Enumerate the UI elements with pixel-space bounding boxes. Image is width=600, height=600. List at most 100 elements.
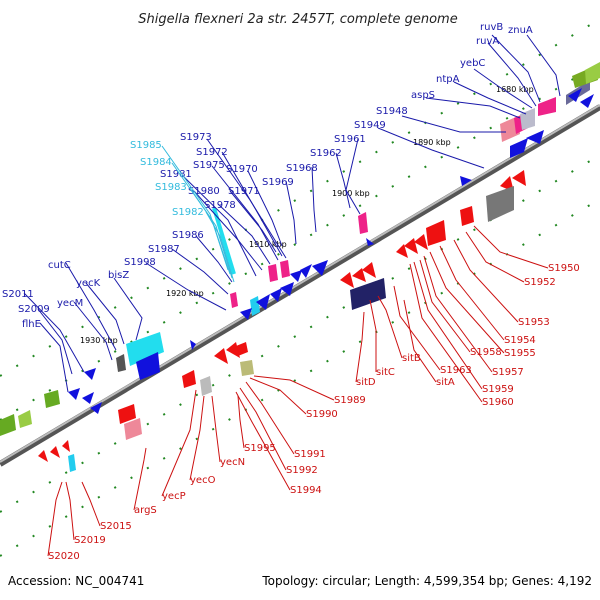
gene-arrow bbox=[526, 130, 544, 144]
gene-label: argS bbox=[134, 505, 157, 516]
gene-block bbox=[240, 360, 254, 376]
gene-label: S1961 bbox=[334, 134, 366, 145]
gene-label: S1981 bbox=[160, 169, 192, 180]
gene-label: S1973 bbox=[180, 132, 212, 143]
gene-label: S1958 bbox=[470, 347, 502, 358]
gene-block bbox=[118, 404, 136, 424]
gene-arrow bbox=[190, 340, 196, 350]
gene-arrow bbox=[50, 446, 60, 458]
gene-block bbox=[200, 376, 212, 396]
gene-label: yecK bbox=[76, 278, 101, 289]
gene-label: yecO bbox=[190, 475, 216, 486]
gene-label: S1968 bbox=[286, 163, 318, 174]
gene-label: S1962 bbox=[310, 148, 342, 159]
gene-label: S1970 bbox=[226, 164, 258, 175]
gene-arrow bbox=[136, 352, 160, 380]
gene-arrow bbox=[414, 234, 428, 250]
gene-label: S2019 bbox=[74, 535, 106, 546]
gene-arrow bbox=[580, 94, 594, 108]
gene-arrow bbox=[352, 268, 366, 282]
gene-arrow bbox=[82, 392, 94, 404]
gene-label: aspS bbox=[411, 90, 435, 101]
gene-arrow bbox=[270, 288, 282, 302]
gene-label: S1954 bbox=[504, 335, 536, 346]
gene-arrow bbox=[84, 368, 96, 380]
gene-arrow bbox=[300, 264, 312, 278]
gene-arrow bbox=[396, 244, 408, 258]
gene-label: bisZ bbox=[108, 270, 129, 281]
gene-arrow bbox=[280, 282, 294, 296]
gene-label: S1983 bbox=[155, 182, 187, 193]
gene-block bbox=[212, 207, 236, 275]
gene-label: S1978 bbox=[204, 200, 236, 211]
gene-block bbox=[18, 410, 32, 428]
gene-block bbox=[124, 418, 142, 440]
gene-label: S1952 bbox=[524, 277, 556, 288]
gene-label: S1984 bbox=[140, 157, 172, 168]
gene-block bbox=[350, 278, 386, 310]
gene-label: S1989 bbox=[334, 395, 366, 406]
gene-arrow bbox=[340, 272, 354, 288]
gene-block bbox=[250, 296, 260, 316]
upper-features bbox=[0, 62, 600, 436]
gene-label: S1963 bbox=[440, 365, 472, 376]
gene-arrow bbox=[240, 308, 252, 320]
gene-block bbox=[44, 390, 60, 408]
gene-block bbox=[268, 264, 278, 282]
gene-label: S1982 bbox=[172, 207, 204, 218]
gene-label: S1992 bbox=[286, 465, 318, 476]
gene-block bbox=[230, 292, 238, 308]
gene-label: ruvA bbox=[476, 36, 499, 47]
lower-labels: S1950 S1952 S1953 S1954 S1955 S1957 S195… bbox=[47, 225, 580, 562]
gene-label: S1998 bbox=[124, 257, 156, 268]
gene-label: S1991 bbox=[294, 449, 326, 460]
gene-block bbox=[538, 97, 556, 116]
gene-label: S1950 bbox=[548, 263, 580, 274]
gene-arrow bbox=[512, 170, 526, 186]
cyan-labels: S1985 S1984 S1983 S1982 bbox=[130, 140, 235, 283]
gene-label bbox=[23, 34, 561, 393]
kbp-mark: 1920 kbp bbox=[166, 289, 204, 298]
gene-label: S1960 bbox=[482, 397, 514, 408]
gene-label: S1987 bbox=[148, 244, 180, 255]
gene-block bbox=[68, 454, 76, 472]
gene-arrow bbox=[68, 388, 80, 400]
gene-label: S2009 bbox=[18, 304, 50, 315]
gene-label: S1986 bbox=[172, 230, 204, 241]
gene-arrow bbox=[38, 450, 48, 462]
kbp-mark: 1680 kbp bbox=[496, 85, 534, 94]
gene-block bbox=[182, 370, 196, 388]
gene-arrow bbox=[90, 402, 102, 414]
gene-block bbox=[126, 332, 164, 366]
gene-label: yecM bbox=[57, 298, 83, 309]
accession-text: Accession: NC_004741 bbox=[8, 574, 144, 588]
gene-label: yebC bbox=[460, 58, 485, 69]
gene-label: yecP bbox=[162, 491, 186, 502]
gene-label: S1957 bbox=[492, 367, 524, 378]
kbp-mark: 1910 kbp bbox=[249, 240, 287, 249]
topology-text: Topology: circular; Length: 4,599,354 bp… bbox=[261, 574, 592, 588]
gene-label: ruvB bbox=[480, 22, 503, 33]
gene-arrow bbox=[460, 176, 472, 186]
gene-label: S1994 bbox=[290, 485, 322, 496]
gene-label: ntpA bbox=[436, 74, 460, 85]
gene-label: S1985 bbox=[130, 140, 162, 151]
gene-label: S1972 bbox=[196, 147, 228, 158]
gene-arrow bbox=[312, 260, 328, 276]
gene-label: S2011 bbox=[2, 289, 34, 300]
gene-arrow bbox=[510, 138, 528, 158]
gene-label: sitD bbox=[356, 377, 376, 388]
gene-block bbox=[116, 354, 126, 372]
map-title: Shigella flexneri 2a str. 2457T, complet… bbox=[138, 12, 457, 27]
gene-label: flhE bbox=[22, 319, 41, 330]
gene-block bbox=[460, 206, 474, 226]
gene-label: S1980 bbox=[188, 186, 220, 197]
gene-block bbox=[236, 342, 248, 356]
gene-label: S1975 bbox=[193, 160, 225, 171]
gene-arrow bbox=[256, 294, 270, 310]
gene-block bbox=[520, 108, 535, 130]
kbp-axis: 1680 kbp 1890 kbp 1900 kbp 1910 kbp 1920… bbox=[80, 85, 534, 345]
lower-features bbox=[38, 170, 526, 472]
gene-block bbox=[486, 186, 514, 222]
